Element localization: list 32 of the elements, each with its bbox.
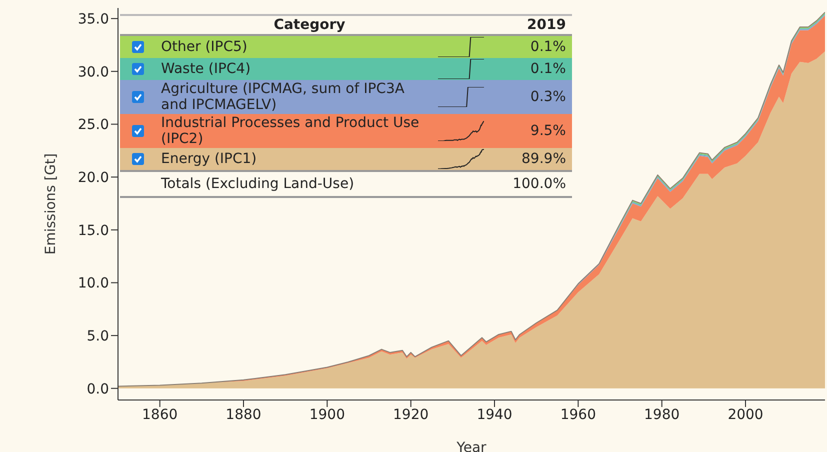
annotation: Totals (Excluding Land-Use) bbox=[160, 175, 356, 194]
y-tick-label: 0.0 bbox=[86, 381, 109, 398]
x-tick-label: 1980 bbox=[644, 406, 680, 423]
y-tick-label: 15.0 bbox=[78, 222, 109, 239]
text: Waste (IPC4) bbox=[160, 60, 252, 79]
text: Industrial Processes and Product Use (IPC2) bbox=[160, 114, 420, 148]
annotation: 100.0% bbox=[512, 175, 567, 194]
x-tick-label: 1880 bbox=[226, 406, 262, 423]
annotation: 2019 bbox=[526, 16, 567, 35]
x-tick-label: 1960 bbox=[560, 406, 596, 423]
y-tick-label: 35.0 bbox=[78, 12, 109, 28]
x-axis-title: Year bbox=[456, 440, 487, 452]
text: Energy (IPC1) bbox=[160, 150, 258, 169]
annotation: 0.1% bbox=[529, 38, 567, 57]
x-tick-label: 1940 bbox=[476, 406, 512, 423]
annotation: Category bbox=[272, 16, 346, 35]
y-tick-label: 25.0 bbox=[78, 117, 109, 134]
x-tick-label: 1900 bbox=[309, 406, 345, 423]
annotation: 0.1% bbox=[529, 60, 567, 79]
y-axis-title: Emissions [Gt] bbox=[42, 153, 59, 255]
x-tick-label: 1920 bbox=[393, 406, 429, 423]
y-tick-label: 10.0 bbox=[78, 276, 109, 292]
x-tick-label: 2000 bbox=[728, 406, 764, 423]
text: Agriculture (IPCMAG, sum of IPC3A and IPCMAGELV) bbox=[160, 80, 406, 114]
y-tick-label: 5.0 bbox=[86, 328, 109, 345]
y-tick-label: 20.0 bbox=[78, 170, 109, 186]
x-tick-label: 1860 bbox=[142, 406, 178, 423]
y-tick-label: 30.0 bbox=[78, 64, 109, 80]
text: Other (IPC5) bbox=[160, 38, 248, 57]
annotation: 89.9% bbox=[520, 150, 567, 169]
annotation: 0.3% bbox=[529, 88, 567, 107]
annotation: 9.5% bbox=[529, 122, 567, 141]
